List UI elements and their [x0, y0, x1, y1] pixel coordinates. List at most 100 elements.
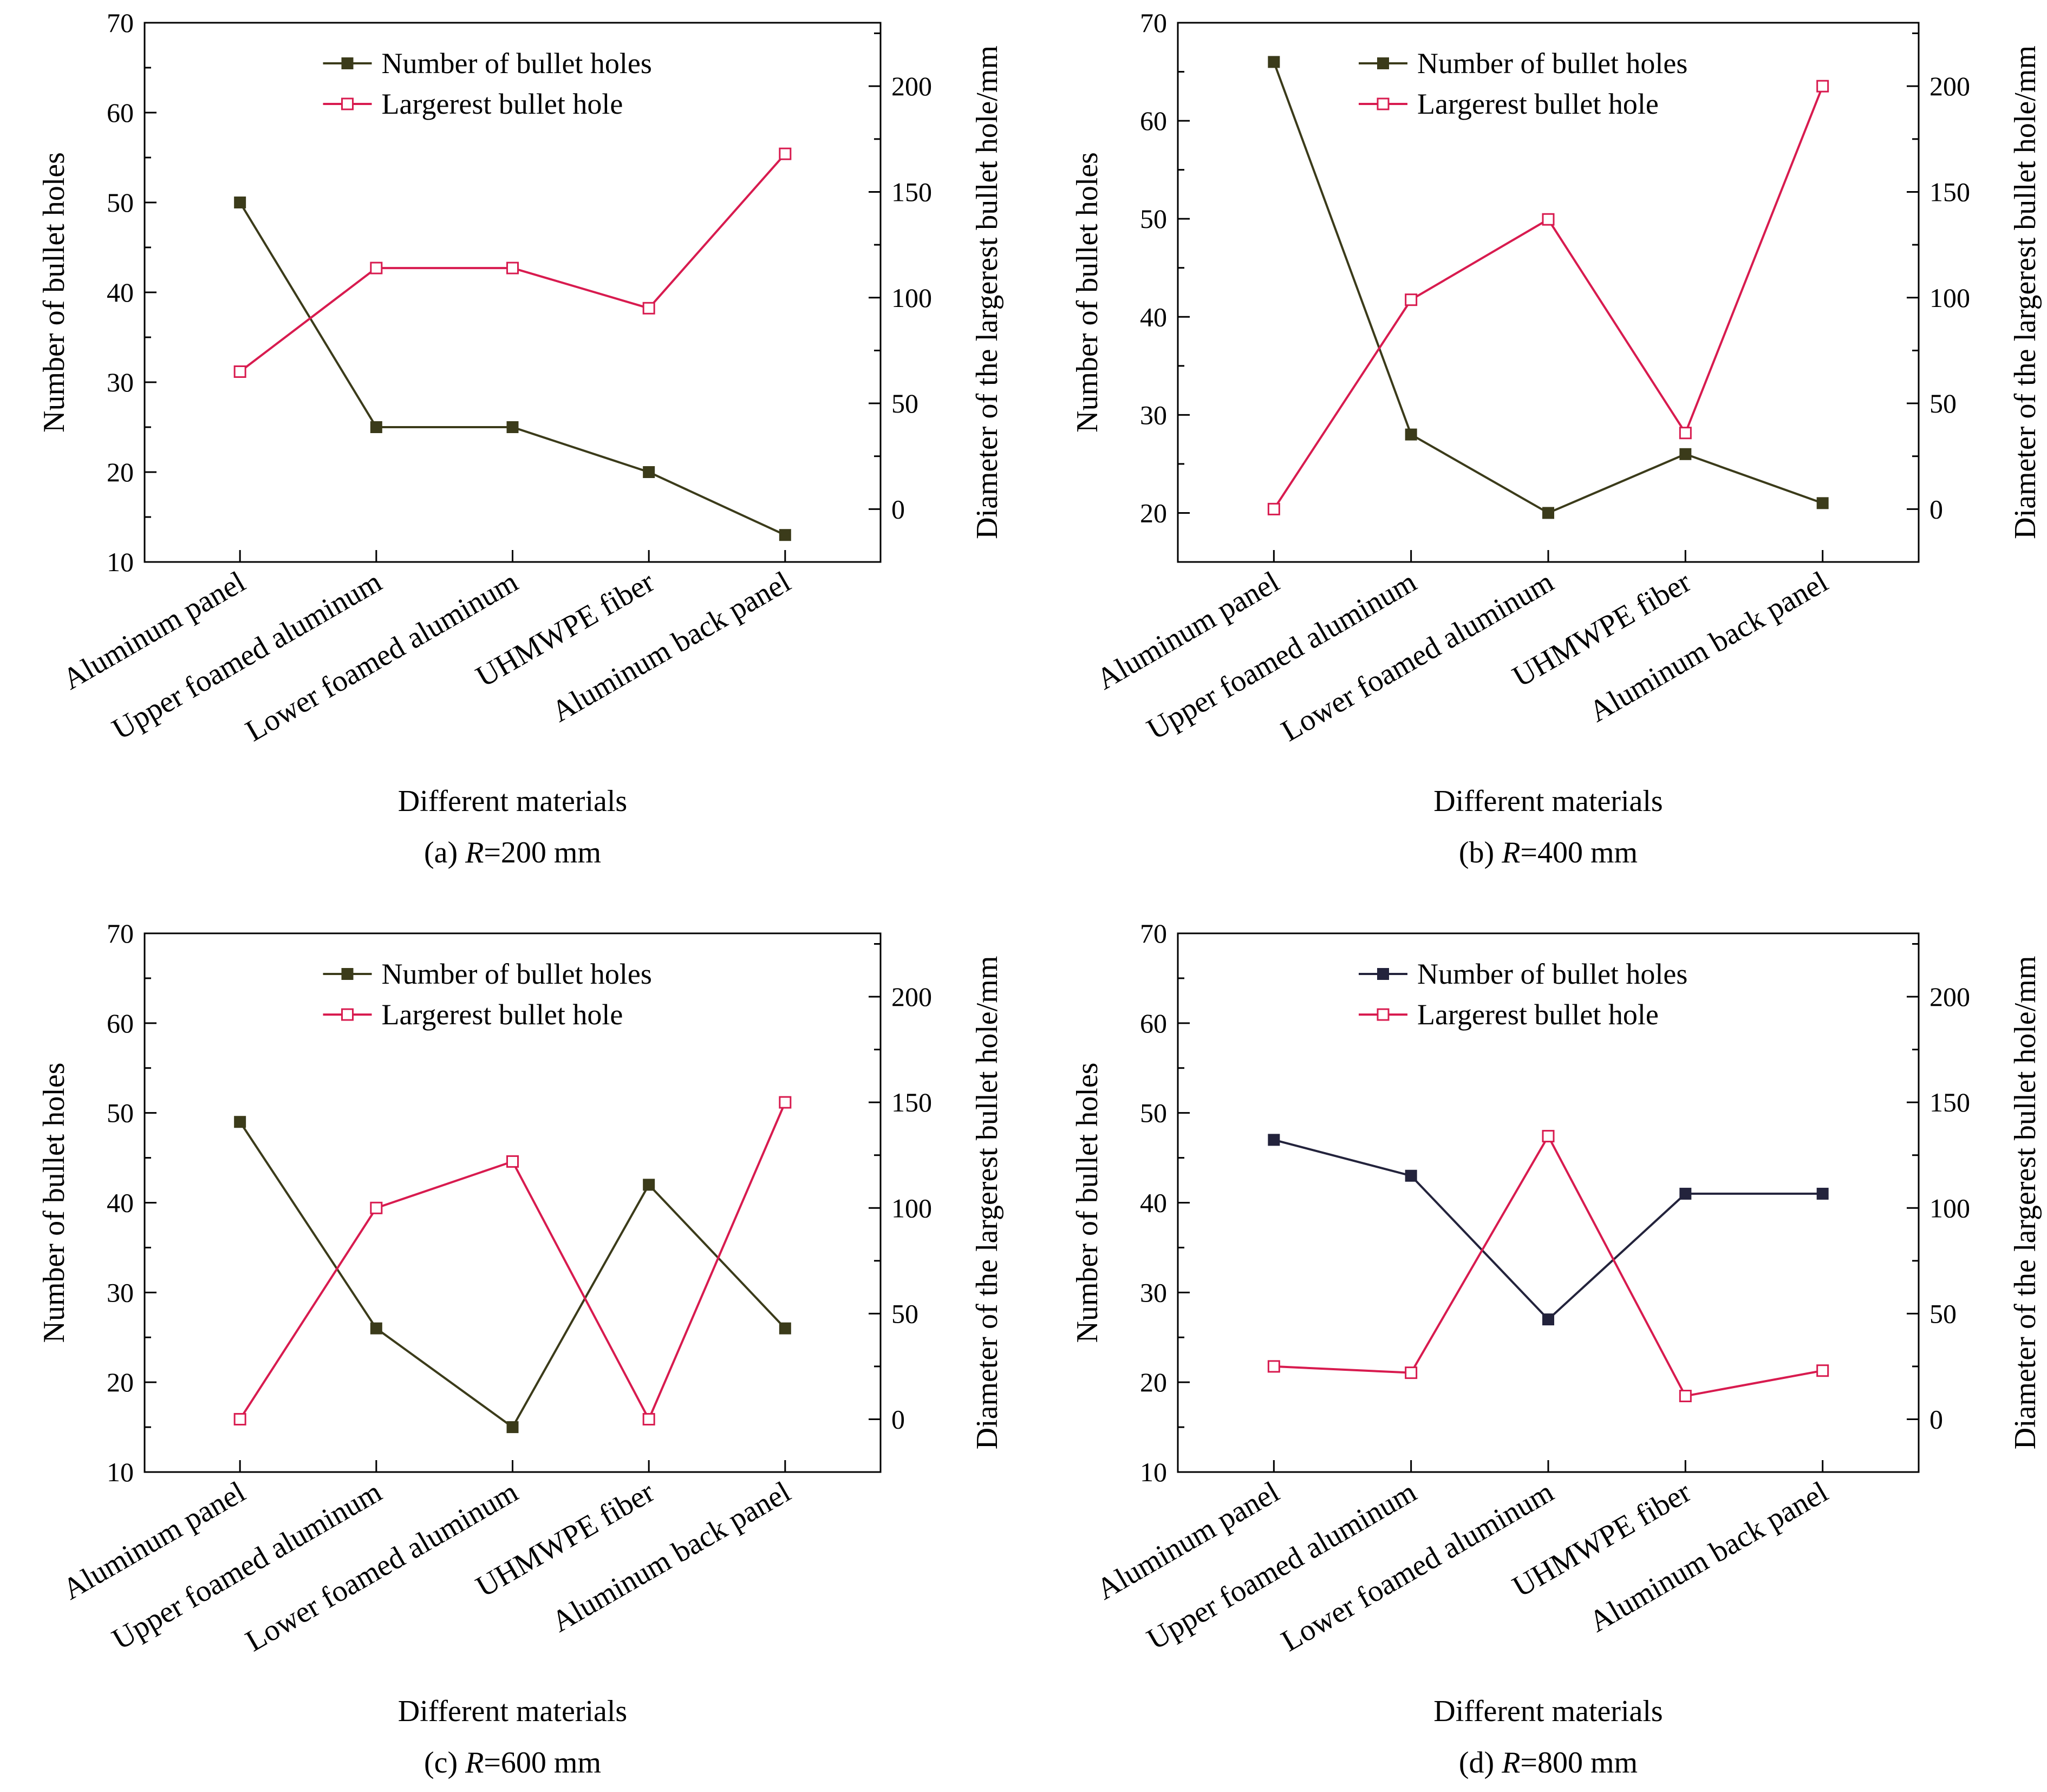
right-tick-label: 200	[1929, 982, 1970, 1012]
legend-swatch-marker	[341, 97, 354, 110]
data-point	[1267, 502, 1280, 515]
left-tick-label: 20	[107, 1367, 134, 1397]
legend-label: Number of bullet holes	[382, 47, 652, 80]
x-axis-label: Different materials	[1433, 784, 1663, 818]
left-tick-label: 70	[107, 918, 134, 949]
caption-suffix: =800 mm	[1520, 1746, 1638, 1780]
right-tick-label: 200	[891, 982, 932, 1012]
data-point	[370, 1201, 383, 1214]
y-axis-right-label: Diameter of the largerest bullet hole/mm	[2009, 956, 2042, 1450]
left-tick-label: 40	[107, 1188, 134, 1218]
right-tick-label: 50	[891, 1298, 918, 1329]
panel-caption: (c) R=600 mm	[424, 1746, 601, 1780]
data-point	[1679, 1187, 1692, 1200]
data-point	[234, 197, 246, 208]
left-tick-label: 10	[107, 547, 134, 577]
data-point	[370, 261, 383, 274]
data-point	[233, 1412, 246, 1425]
left-tick-label: 20	[1140, 498, 1167, 528]
panel-caption: (b) R=400 mm	[1459, 836, 1638, 869]
legend-entry: Number of bullet holes	[1359, 47, 1687, 80]
data-point	[506, 261, 519, 274]
series-line-1	[239, 1102, 786, 1422]
right-tick-label: 0	[1929, 494, 1943, 524]
legend-swatch-marker	[1377, 97, 1390, 110]
right-tick-label: 100	[891, 283, 932, 313]
legend-entry: Largerest bullet hole	[323, 998, 623, 1031]
data-point	[1679, 448, 1692, 460]
data-point	[234, 1116, 246, 1128]
x-axis-label: Different materials	[398, 784, 627, 818]
caption-suffix: =400 mm	[1520, 836, 1638, 869]
right-tick-label: 100	[1929, 1193, 1970, 1223]
left-tick-label: 70	[1140, 918, 1167, 949]
caption-prefix: (b)	[1459, 836, 1502, 869]
data-point	[1405, 1169, 1417, 1182]
data-point	[642, 302, 655, 315]
left-tick-label: 40	[107, 277, 134, 308]
left-tick-label: 60	[1140, 1008, 1167, 1038]
data-point	[1816, 1187, 1829, 1200]
legend-entry: Number of bullet holes	[1359, 958, 1687, 990]
right-tick-label: 150	[891, 176, 932, 207]
legend-swatch-marker	[1377, 57, 1389, 69]
legend-label: Largerest bullet hole	[1417, 88, 1659, 120]
right-tick-label: 0	[891, 494, 905, 524]
legend-label: Largerest bullet hole	[382, 998, 623, 1031]
left-tick-label: 60	[107, 97, 134, 128]
data-point	[1679, 1390, 1692, 1403]
x-tick-label: Aluminum back panel	[546, 565, 796, 729]
left-tick-label: 30	[107, 1277, 134, 1307]
right-tick-label: 150	[1929, 176, 1970, 207]
left-tick-label: 10	[1140, 1457, 1167, 1487]
x-axis-label: Different materials	[398, 1695, 627, 1728]
caption-prefix: (a)	[424, 836, 465, 869]
left-tick-label: 50	[107, 187, 134, 218]
y-axis-right-label: Diameter of the largerest bullet hole/mm	[2009, 45, 2042, 539]
left-tick-label: 50	[1140, 204, 1167, 234]
left-tick-label: 50	[1140, 1098, 1167, 1128]
left-tick-label: 60	[1140, 106, 1167, 136]
y-axis-label: Number of bullet holes	[37, 152, 71, 433]
legend-entry: Largerest bullet hole	[1359, 998, 1659, 1031]
data-point	[506, 1421, 519, 1434]
y-axis-right-label: Diameter of the largerest bullet hole/mm	[970, 45, 1004, 539]
legend-swatch-marker	[1377, 968, 1389, 980]
data-point	[233, 365, 246, 378]
data-point	[1679, 427, 1692, 440]
caption-prefix: (d)	[1459, 1746, 1502, 1780]
right-tick-label: 0	[1929, 1404, 1943, 1434]
left-tick-label: 30	[1140, 400, 1167, 430]
legend-label: Number of bullet holes	[382, 958, 652, 990]
x-tick-label: Aluminum back panel	[546, 1475, 796, 1639]
caption-variable: R	[1501, 836, 1520, 869]
series-line-0	[239, 201, 786, 537]
data-point	[1268, 56, 1280, 68]
series-line-1	[1274, 1134, 1823, 1397]
data-point	[1816, 497, 1829, 509]
data-point	[779, 529, 791, 541]
left-tick-label: 60	[107, 1008, 134, 1038]
series-line-1	[1273, 86, 1824, 510]
caption-variable: R	[465, 1746, 484, 1780]
left-tick-label: 40	[1140, 302, 1167, 332]
right-tick-label: 50	[1929, 1298, 1957, 1329]
data-point	[643, 466, 655, 478]
left-tick-label: 20	[1140, 1367, 1167, 1397]
legend-entry: Number of bullet holes	[323, 47, 652, 80]
caption-prefix: (c)	[424, 1746, 465, 1780]
right-tick-label: 200	[891, 71, 932, 101]
right-tick-label: 150	[1929, 1087, 1970, 1117]
data-point	[370, 421, 382, 433]
data-point	[779, 147, 792, 160]
data-point	[642, 1412, 655, 1425]
data-point	[506, 1155, 519, 1168]
data-point	[1405, 1366, 1418, 1379]
left-tick-label: 40	[1140, 1188, 1167, 1218]
panel-caption: (a) R=200 mm	[424, 836, 601, 869]
legend-swatch-marker	[341, 57, 354, 69]
